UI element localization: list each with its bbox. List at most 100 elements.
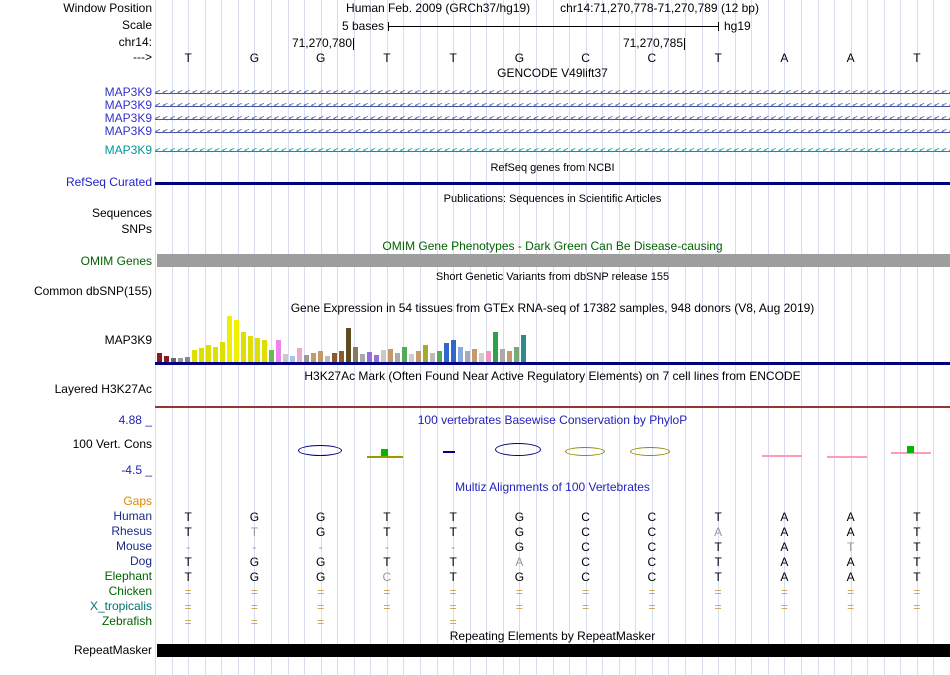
alignment-base: G — [249, 570, 260, 584]
phylop-point — [906, 445, 914, 453]
gtex-bar — [500, 349, 505, 362]
gtex-bar — [248, 336, 253, 362]
gtex-gene-label[interactable]: MAP3K9 — [104, 333, 152, 347]
h3k27ac-signal-line — [155, 406, 950, 408]
snps-label[interactable]: SNPs — [121, 222, 152, 236]
sequence-base: T — [383, 51, 391, 65]
base-gridline — [900, 0, 902, 675]
phylop-line — [891, 452, 931, 454]
species-label-human[interactable]: Human — [113, 509, 152, 523]
gencode-gene-item-3[interactable]: <<<<<<<<<<<<<<<<<<<<<<<<<<<<<<<<<<<<<<<<… — [155, 126, 950, 138]
window-position-value: Human Feb. 2009 (GRCh37/hg19) chr14:71,27… — [155, 2, 950, 15]
gtex-bar — [157, 353, 162, 362]
refseq-gene-bar[interactable] — [155, 182, 950, 185]
gencode-gene-item-1[interactable]: <<<<<<<<<<<<<<<<<<<<<<<<<<<<<<<<<<<<<<<<… — [155, 100, 950, 112]
gtex-bar — [367, 352, 372, 362]
dbsnp-label[interactable]: Common dbSNP(155) — [33, 284, 152, 298]
alignment-base: T — [250, 525, 259, 539]
species-label-chicken[interactable]: Chicken — [108, 584, 152, 598]
species-label-x_tropicalis[interactable]: X_tropicalis — [89, 599, 152, 613]
alignment-base: T — [913, 570, 921, 584]
base-gridline — [933, 0, 935, 675]
gencode-gene-label-4[interactable]: MAP3K9 — [104, 143, 152, 157]
base-gridline — [767, 0, 769, 675]
gtex-bar — [381, 350, 386, 362]
alignment-base: C — [581, 570, 590, 584]
gtex-bar — [164, 356, 169, 362]
gtex-bar — [255, 338, 260, 362]
alignment-base: T — [449, 525, 457, 539]
alignment-base: A — [780, 570, 789, 584]
species-label-rhesus[interactable]: Rhesus — [111, 524, 152, 538]
alignment-base: T — [184, 555, 192, 569]
gene-intron-line — [155, 151, 950, 152]
sequence-base: C — [581, 51, 590, 65]
sequence-base: G — [315, 51, 326, 65]
alignment-row-zebrafish[interactable]: = = = = — [155, 615, 950, 629]
gtex-bar — [423, 345, 428, 362]
alignment-row-x_tropicalis[interactable]: = = = = = = = = = = = = — [155, 600, 950, 614]
species-label-zebrafish[interactable]: Zebrafish — [101, 614, 152, 628]
gencode-gene-label-0[interactable]: MAP3K9 — [104, 85, 152, 99]
base-gridline — [337, 0, 339, 675]
phylop-track-label[interactable]: 100 Vert. Cons — [72, 437, 152, 451]
gtex-bar — [332, 353, 337, 362]
alignment-base: = — [449, 585, 457, 599]
coord-right-label: 71,270,785 — [622, 36, 683, 50]
repeatmasker-bar[interactable] — [157, 644, 950, 657]
alignment-base: G — [315, 570, 326, 584]
gtex-bar — [472, 349, 477, 362]
alignment-base: A — [780, 555, 789, 569]
base-gridline — [486, 0, 488, 675]
omim-genes-label[interactable]: OMIM Genes — [80, 254, 152, 268]
gtex-bar — [297, 348, 302, 362]
scale-value: 5 bases — [341, 19, 384, 33]
sequences-label[interactable]: Sequences — [91, 206, 152, 220]
gtex-bar — [171, 358, 176, 362]
gencode-gene-item-0[interactable]: <<<<<<<<<<<<<<<<<<<<<<<<<<<<<<<<<<<<<<<<… — [155, 87, 950, 99]
gtex-bar — [325, 356, 330, 362]
gencode-gene-item-4[interactable]: <<<<<<<<<<<<<<<<<<<<<<<<<<<<<<<<<<<<<<<<… — [155, 145, 950, 157]
sequence-base: T — [714, 51, 722, 65]
gencode-gene-label-1[interactable]: MAP3K9 — [104, 98, 152, 112]
base-gridline — [916, 0, 918, 675]
gtex-bar — [269, 350, 274, 362]
gencode-gene-label-3[interactable]: MAP3K9 — [104, 124, 152, 138]
species-label-mouse[interactable]: Mouse — [115, 539, 152, 553]
base-gridline — [751, 0, 753, 675]
refseq-curated-label[interactable]: RefSeq Curated — [65, 175, 152, 189]
strand-arrows: <<<<<<<<<<<<<<<<<<<<<<<<<<<<<<<<<<<<<<<<… — [155, 101, 950, 111]
gtex-expression-chart[interactable] — [155, 316, 950, 362]
ruler-tick-left — [388, 22, 389, 31]
alignment-base: = — [383, 600, 391, 614]
base-gridline — [353, 0, 355, 675]
gtex-bar — [486, 351, 491, 362]
gene-intron-line — [155, 132, 950, 133]
species-label-dog[interactable]: Dog — [129, 554, 152, 568]
alignment-base: A — [780, 510, 789, 524]
alignment-base: = — [449, 600, 457, 614]
alignment-base: = — [317, 615, 325, 629]
gencode-gene-label-2[interactable]: MAP3K9 — [104, 111, 152, 125]
gaps-label[interactable]: Gaps — [123, 494, 152, 508]
alignment-base: G — [514, 540, 525, 554]
alignment-row-chicken[interactable]: = = = = = = = = = = = = — [155, 585, 950, 599]
alignment-base: T — [449, 570, 457, 584]
gene-intron-line — [155, 119, 950, 120]
base-gridline — [718, 0, 720, 675]
gencode-gene-item-2[interactable]: <<<<<<<<<<<<<<<<<<<<<<<<<<<<<<<<<<<<<<<<… — [155, 113, 950, 125]
alignment-base: A — [780, 540, 789, 554]
repeatmasker-label[interactable]: RepeatMasker — [73, 643, 152, 657]
omim-gene-bar[interactable] — [157, 254, 950, 267]
species-label-elephant[interactable]: Elephant — [104, 569, 152, 583]
alignment-base: G — [249, 555, 260, 569]
assembly-name: Human Feb. 2009 (GRCh37/hg19) — [346, 1, 531, 15]
h3k27ac-label[interactable]: Layered H3K27Ac — [54, 382, 152, 396]
